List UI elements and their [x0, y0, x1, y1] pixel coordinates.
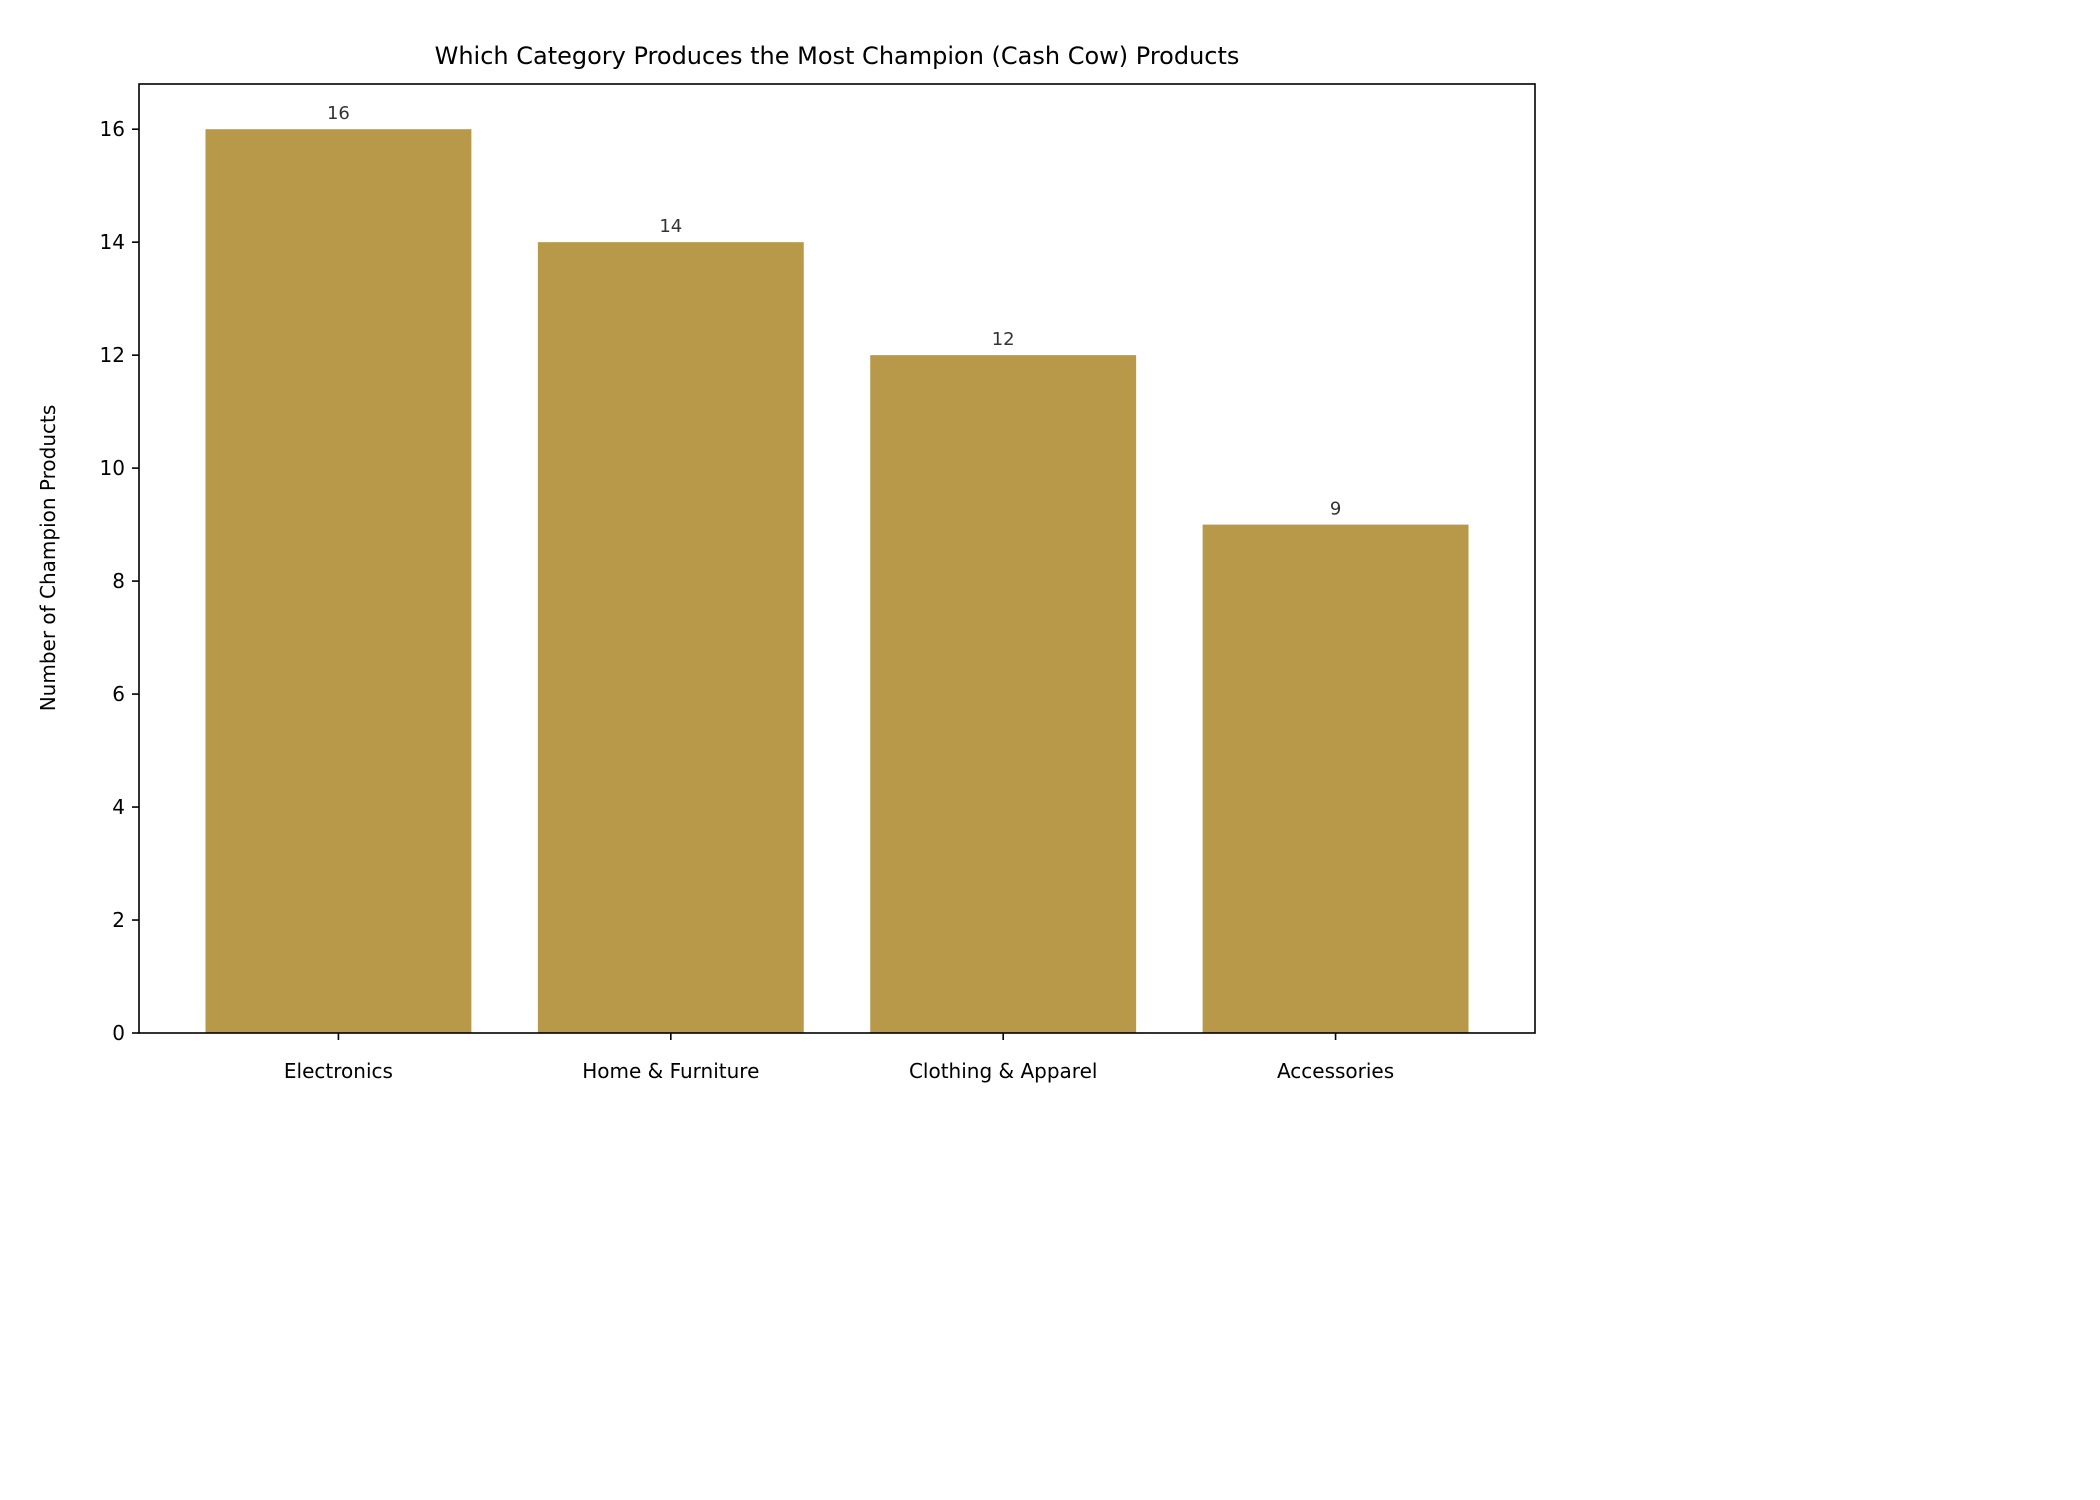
bar	[1202, 524, 1469, 1033]
x-axis: Electronics Home & Furniture Clothing & Ap…	[284, 1033, 1394, 1083]
data-label: 9	[1330, 499, 1341, 520]
y-tick-label: 16	[100, 117, 125, 141]
y-tick-label: 2	[112, 908, 125, 932]
y-tick-label: 10	[100, 456, 125, 480]
bars-group	[205, 129, 1469, 1034]
data-label: 14	[659, 216, 682, 237]
y-tick-label: 4	[112, 795, 125, 819]
y-tick-label: 6	[112, 682, 125, 706]
x-tick-label: Home & Furniture	[582, 1059, 759, 1083]
bar	[537, 242, 804, 1033]
y-tick-label: 8	[112, 569, 125, 593]
y-tick-label: 14	[100, 230, 125, 254]
chart-title: Which Category Produces the Most Champio…	[435, 42, 1240, 70]
data-label: 16	[327, 103, 350, 124]
bar	[205, 129, 472, 1033]
bar-chart: Which Category Produces the Most Champio…	[36, 42, 1536, 1083]
y-axis: 0 2 4 6 8 10 12 14 16	[100, 117, 139, 1045]
x-tick-label: Accessories	[1277, 1059, 1394, 1083]
y-tick-label: 12	[100, 343, 125, 367]
x-tick-label: Electronics	[284, 1059, 393, 1083]
y-axis-label: Number of Champion Products	[36, 405, 60, 712]
x-tick-label: Clothing & Apparel	[909, 1059, 1098, 1083]
plot-area-frame	[138, 83, 1536, 1034]
data-labels-group: 16 14 12 9	[327, 103, 1341, 519]
y-tick-label: 0	[112, 1021, 125, 1045]
data-label: 12	[992, 329, 1015, 350]
bar	[870, 355, 1137, 1034]
